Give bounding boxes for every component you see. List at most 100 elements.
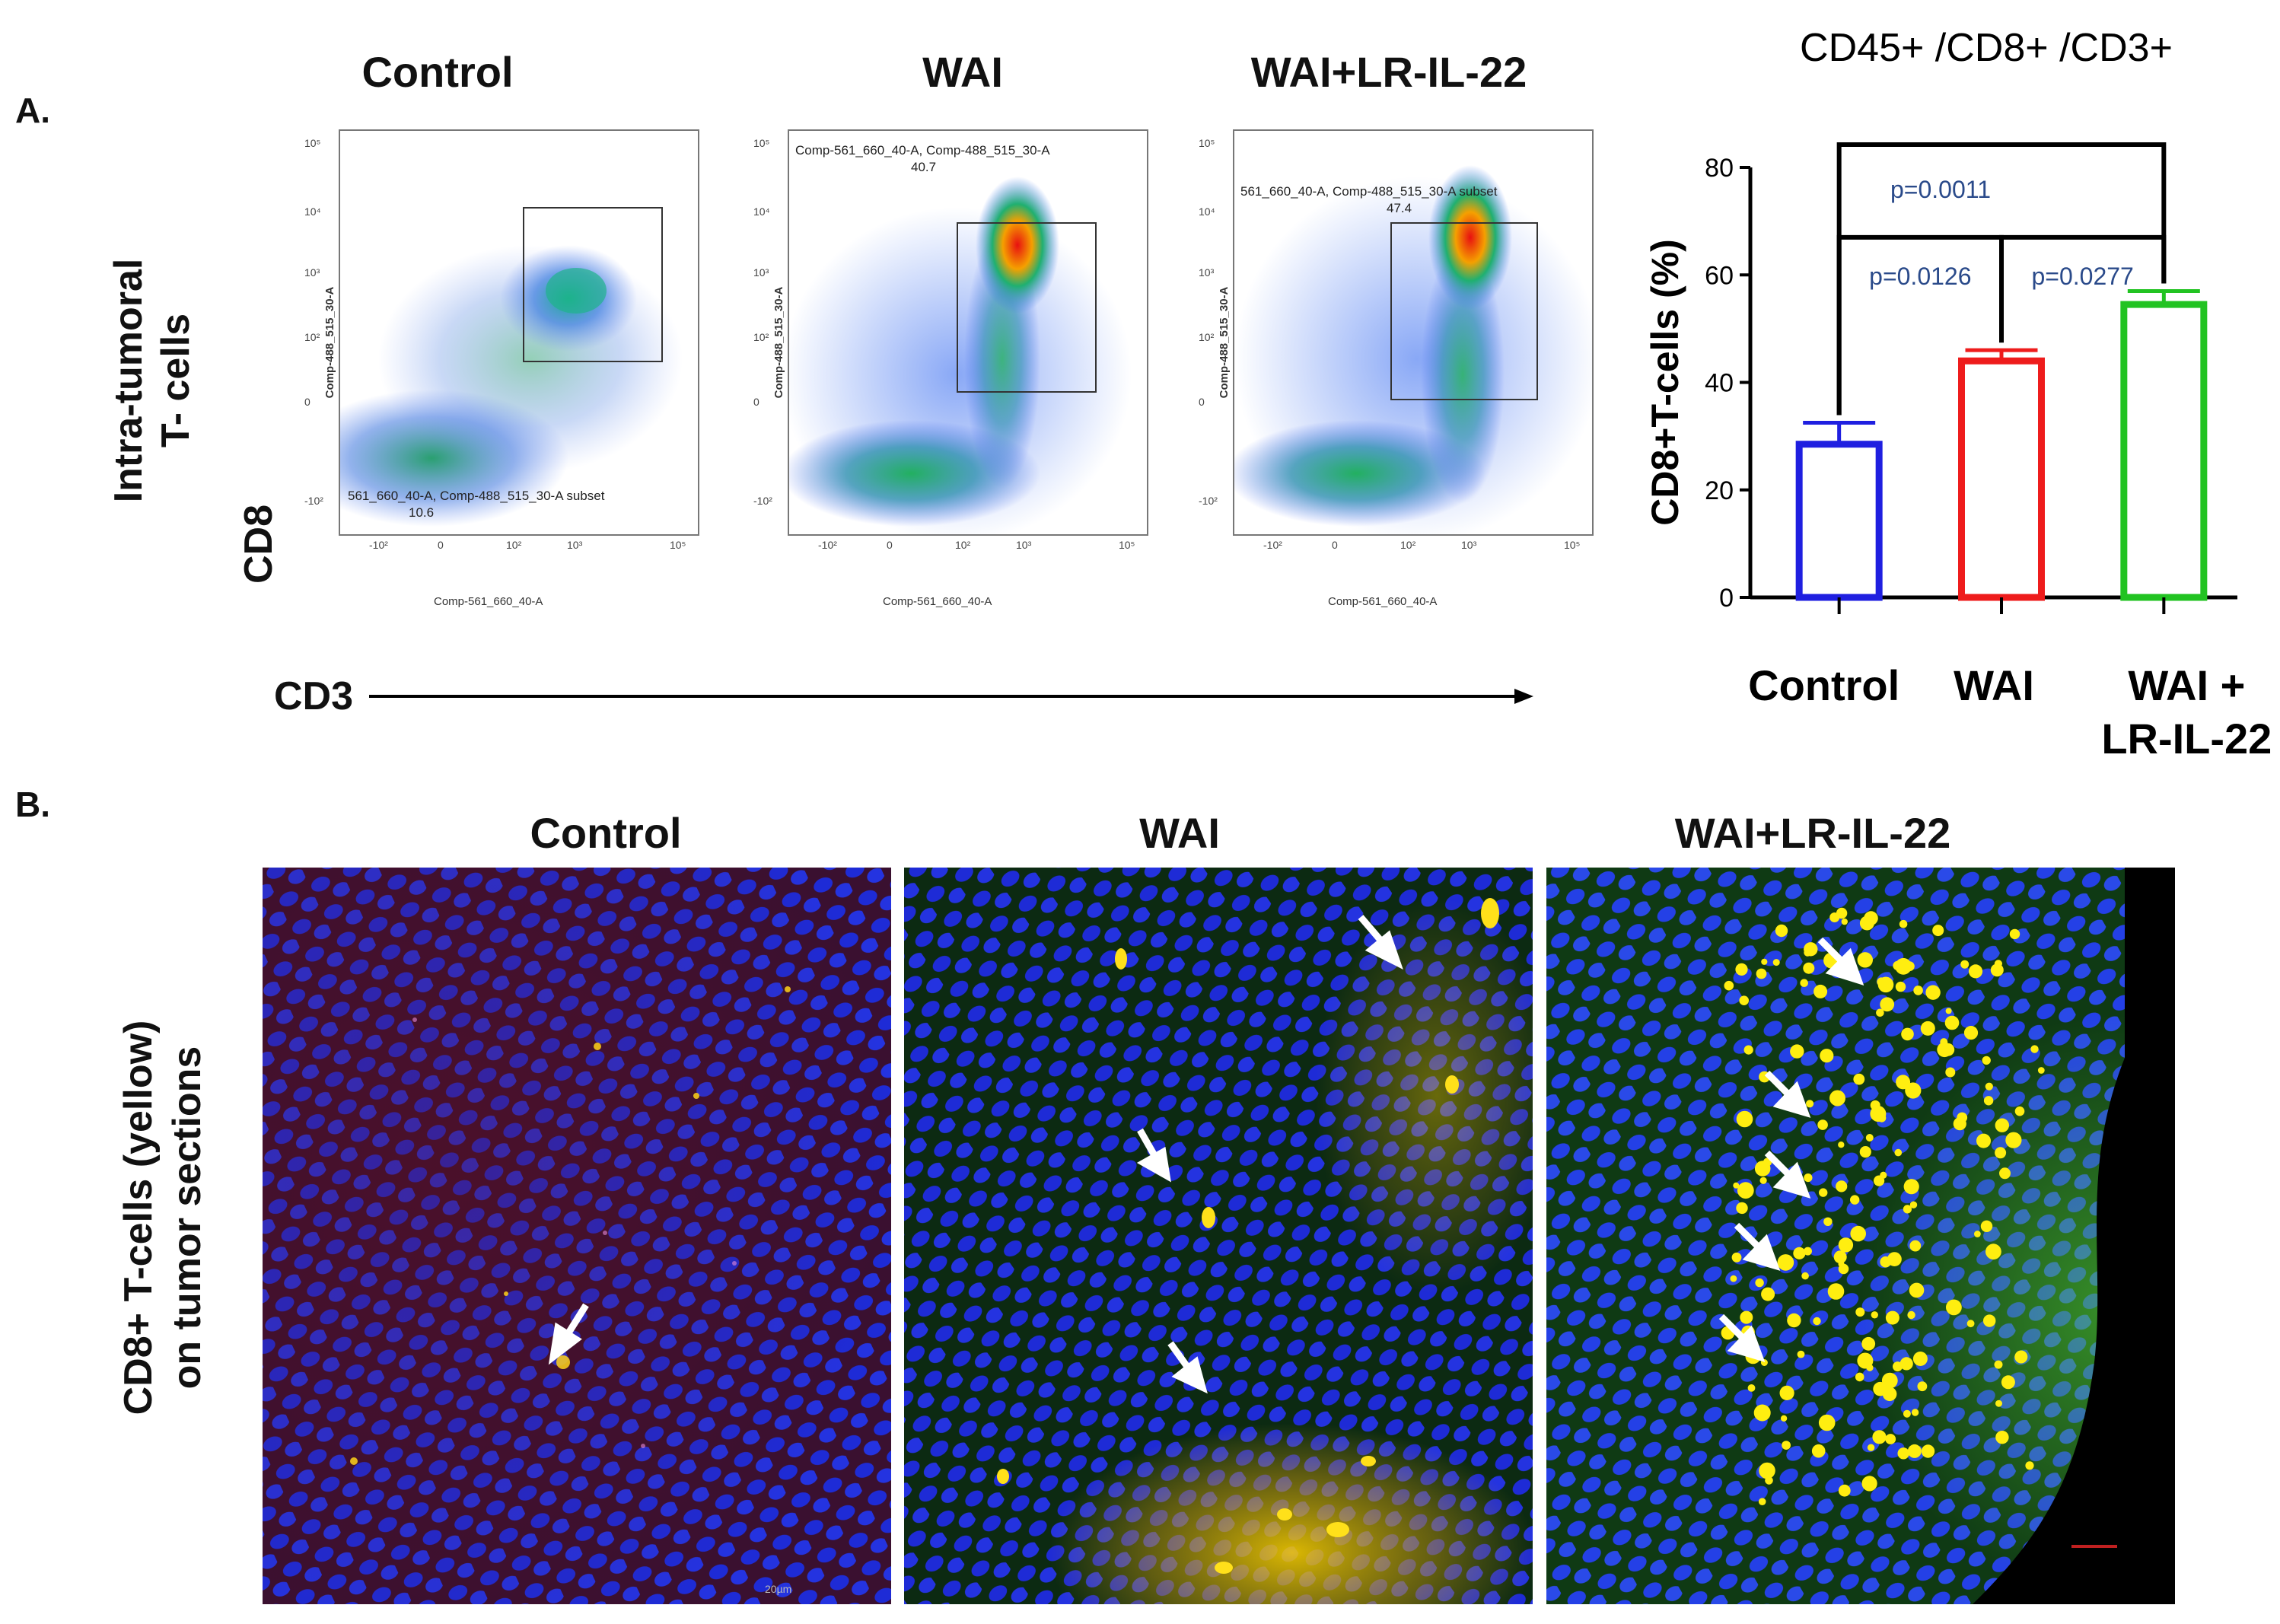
cd8-cell-dot (1761, 958, 1768, 965)
cd8-cell-dot (1917, 1381, 1928, 1392)
flow-y-axis-label: Comp-488_515_30-A (1218, 286, 1231, 399)
cd8-cell-dot (2037, 1067, 2045, 1074)
x-category-label: LR-IL-22 (2101, 715, 2272, 763)
cd8-cell-dot (1853, 1073, 1865, 1085)
cd8-cell-dot (2030, 1045, 2039, 1053)
cd8-marker-label: CD8 (237, 504, 281, 584)
flow-y-axis-label: Comp-488_515_30-A (323, 286, 336, 399)
cd8-cell-dot (1811, 1444, 1826, 1458)
micrograph-wai (904, 868, 1533, 1604)
cd8-cell-dot (1833, 1250, 1847, 1264)
cd8-cell-dot (1895, 981, 1906, 992)
x-tick: 10² (506, 539, 522, 551)
flow-density-control (340, 245, 683, 527)
cd8-cell-dot (1907, 1444, 1922, 1458)
cd8-cell-dot (1819, 1188, 1828, 1197)
flow-density-wai-lr (1234, 165, 1592, 534)
cd8-cell-dot (1803, 962, 1815, 974)
x-category-label: Control (1748, 661, 1899, 709)
cd8-cell-dot (1945, 1008, 1952, 1014)
micrograph-wai-lr (1546, 868, 2175, 1604)
cd8-cell-dot (1859, 1146, 1871, 1158)
y-tick: 0 (1199, 396, 1205, 408)
cd8-cell-dot (1733, 1182, 1740, 1189)
micro-y-label-line2: on tumor sections (165, 1046, 209, 1390)
cd8-cell-dot (1850, 1225, 1866, 1242)
cd8-cell-dot (1724, 980, 1734, 991)
cd8-cell-dot (1739, 995, 1749, 1005)
cd8-cell-dot (1838, 1237, 1854, 1253)
cd8-cell-dot (1731, 1252, 1742, 1263)
cd8-cell-dot (1787, 1313, 1801, 1328)
y-tick: 10⁵ (304, 137, 321, 149)
cd8-cell-dot (1813, 984, 1828, 998)
x-category-label: WAI + (2128, 661, 2245, 709)
x-category-label: WAI (1954, 661, 2034, 709)
y-tick: 0 (304, 396, 310, 408)
cd8-cell-dot (1894, 1148, 1903, 1157)
cd8-cell-dot (1920, 1021, 1935, 1036)
cd8-cell-dot (1838, 1142, 1845, 1148)
cd8-cell-dot (1903, 1179, 1919, 1195)
cd8-cell-dot (1897, 1447, 1909, 1460)
cd8-cell-dot (1804, 1173, 1813, 1183)
flow-plot-wai: Comp-561_660_40-A, Comp-488_515_30-A 40.… (753, 129, 1149, 608)
flow-y-label-line2: T- cells (154, 313, 198, 448)
p-value-label: p=0.0277 (2031, 263, 2133, 290)
flow-density-wai (789, 177, 1132, 534)
cd8-cell-dot (1865, 1134, 1874, 1142)
cd8-cell-dot (1806, 1100, 1814, 1108)
cd8-cell-dot (1877, 1113, 1887, 1122)
panel-a-label: A. (15, 91, 50, 130)
y-tick: 10⁴ (753, 205, 770, 218)
cd8-cell-dot (1960, 960, 1970, 969)
cd3-arrow (369, 689, 1533, 704)
cd8-cell-dot (1974, 1231, 1981, 1237)
cd8-cell-dot (1905, 1082, 1922, 1099)
y-tick-label: 60 (1705, 261, 1734, 290)
flow-gate-wai-lr (1390, 222, 1538, 400)
cd8-cell-dot (1829, 1090, 1845, 1107)
flow-gate-value-control: 10.6 (409, 505, 435, 520)
cd8-cell-dot (1743, 1045, 1753, 1055)
cd8-cell-dot (1983, 1096, 1994, 1106)
flow-x-axis-label: Comp-561_660_40-A (434, 595, 543, 608)
cd8-cell-dot (1881, 1372, 1898, 1389)
bar (2120, 301, 2208, 601)
cd8-cell-dot (1873, 1381, 1887, 1396)
cd8-cell-dot (1780, 1415, 1788, 1422)
cd8-cell-dot (1907, 1310, 1915, 1320)
y-tick: 10² (304, 331, 320, 343)
flow-x-axis-label: Comp-561_660_40-A (1328, 595, 1438, 608)
y-tick-label: 80 (1705, 154, 1734, 183)
cd8-cell-dot (1909, 1201, 1918, 1208)
cd8-cell-dot (1985, 1243, 2001, 1260)
arrow-icon (548, 1303, 589, 1365)
cd8-cell-dot (1932, 925, 1944, 937)
y-axis-label: CD8+T-cells (%) (1644, 239, 1686, 526)
micro-title-control: Control (530, 809, 682, 857)
flow-x-axis-label: Comp-561_660_40-A (883, 595, 992, 608)
cd8-cell-dot (1982, 1056, 1991, 1065)
cd8-cell-dot (1944, 1015, 1960, 1030)
arrow-icon (1136, 1128, 1171, 1183)
cd8-cell-dot (1904, 961, 1915, 972)
x-tick: 10³ (1016, 539, 1032, 551)
cd8-cell-dot (1885, 1310, 1899, 1325)
cd8-cell-dot (1747, 1384, 1756, 1392)
cd8-cell-dot (1800, 979, 1808, 987)
cd8-cell-dot (1990, 963, 2004, 977)
cd8-cell-dot (2001, 1375, 2015, 1390)
cd8-cell-dot (1754, 1161, 1771, 1177)
arrow-icon (1734, 1222, 1781, 1271)
cd8-cell-dot (1872, 1430, 1887, 1444)
cd8-cell-dot (1995, 1118, 2009, 1132)
cd8-cell-dot (1945, 1067, 1956, 1078)
micro-y-label: CD8+ T-cells (yellow) on tumor sections (114, 982, 212, 1454)
flow-plot-wai-lr: 561_660_40-A, Comp-488_515_30-A subset 4… (1199, 129, 1594, 608)
cd8-cell-dot (1953, 1117, 1966, 1131)
cd8-cell-dot (1823, 1217, 1833, 1226)
cd8-cell-dot (1758, 1498, 1766, 1505)
cd8-cell-dot (1876, 1008, 1884, 1017)
cd8-cell-dot (1838, 1484, 1851, 1497)
